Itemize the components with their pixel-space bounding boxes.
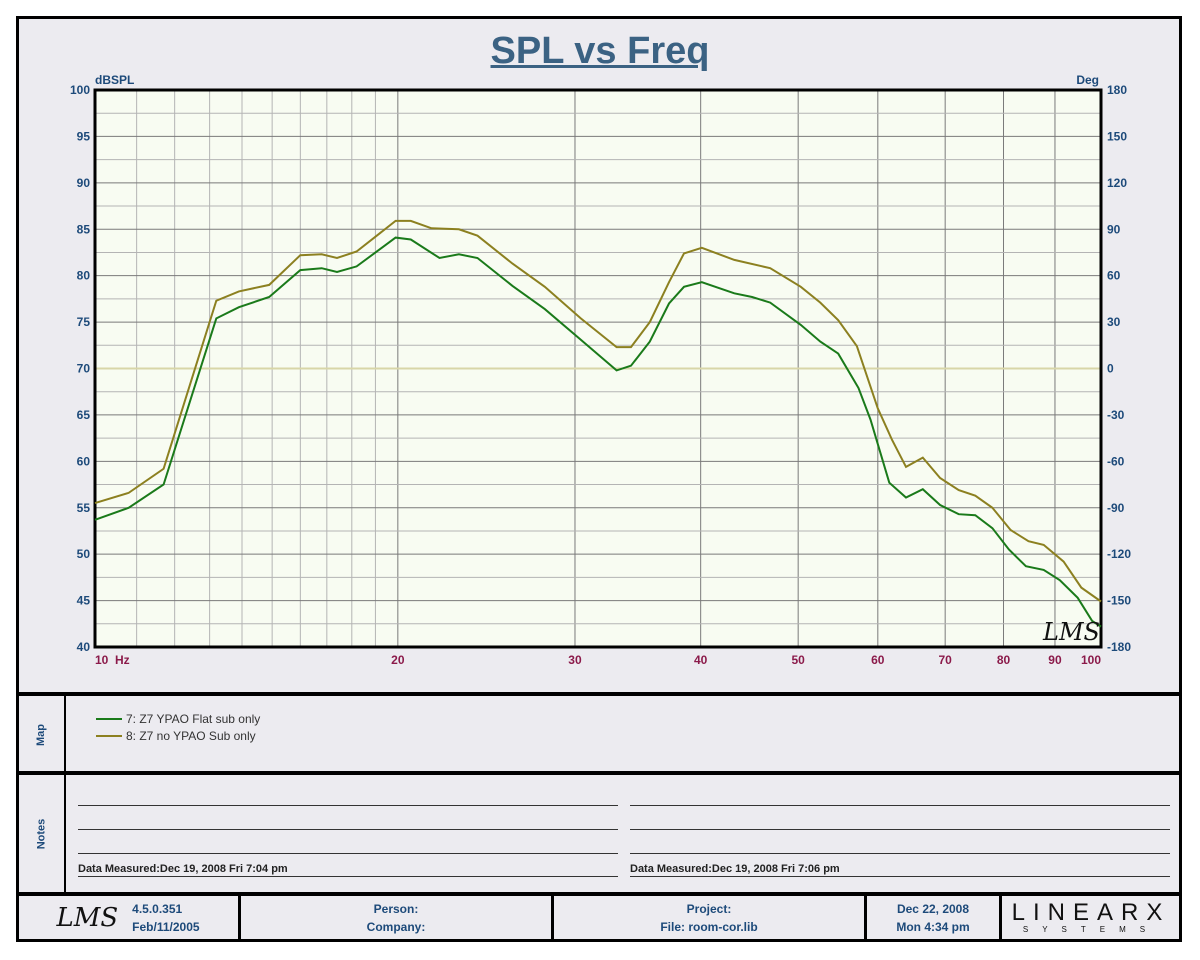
spl-chart: 1009590858075706560555045401801501209060… (70, 73, 1131, 667)
y2-tick-label: 0 (1107, 362, 1114, 376)
y-tick-label: 65 (77, 408, 91, 422)
legend-swatch-icon (96, 735, 122, 737)
y2-tick-label: 150 (1107, 129, 1127, 143)
y2-tick-label: 60 (1107, 269, 1121, 283)
lms-watermark: LMS (1042, 618, 1100, 646)
notes-panel: Notes Data Measured:Dec 19, 2008 Fri 7:0… (18, 771, 1180, 892)
y-tick-label: 75 (77, 315, 91, 329)
file-name: File: room-cor.lib (660, 920, 758, 934)
y2-tick-label: 90 (1107, 222, 1121, 236)
x-tick-label: 90 (1048, 653, 1062, 667)
series-line-1 (94, 236, 1102, 628)
x-tick-label: 10 (95, 653, 109, 667)
version-date: Feb/11/2005 (132, 920, 200, 934)
y2-tick-label: 30 (1107, 315, 1121, 329)
y-axis-label: dBSPL (95, 73, 134, 87)
plot-border (93, 88, 1103, 649)
footer: LMS 4.5.0.351 Feb/11/2005 Person: Company:… (18, 892, 1180, 940)
y-tick-label: 55 (77, 501, 91, 515)
y-tick-label: 60 (77, 454, 91, 468)
x-tick-label: 100 (1081, 653, 1101, 667)
chart-title: SPL vs Freq (490, 30, 710, 72)
y2-tick-label: -90 (1107, 501, 1125, 515)
y2-tick-label: 120 (1107, 176, 1127, 190)
y-tick-label: 100 (70, 83, 90, 97)
x-tick-label: 70 (938, 653, 952, 667)
x-tick-label: 50 (791, 653, 805, 667)
notes-label: Notes (18, 775, 66, 892)
y-tick-label: 80 (77, 269, 91, 283)
lms-logo: LMS (56, 903, 119, 933)
project-label: Project: (686, 902, 732, 916)
y-tick-label: 85 (77, 222, 91, 236)
y-tick-label: 70 (77, 362, 91, 376)
data-measured-left: Data Measured:Dec 19, 2008 Fri 7:04 pm (78, 863, 618, 877)
map-panel: Map 7: Z7 YPAO Flat sub only 8: Z7 no YP… (18, 692, 1180, 774)
y-tick-label: 40 (77, 640, 91, 654)
y2-tick-label: -180 (1107, 640, 1131, 654)
x-tick-label: 40 (694, 653, 708, 667)
x-tick-label: 80 (997, 653, 1011, 667)
y2-axis-label: Deg (1076, 73, 1099, 87)
legend-entry: 7: Z7 YPAO Flat sub only (96, 712, 260, 726)
y2-tick-label: -60 (1107, 454, 1125, 468)
report-time: Mon 4:34 pm (896, 920, 970, 934)
legend-entry: 8: Z7 no YPAO Sub only (96, 729, 256, 743)
y-tick-label: 95 (77, 129, 91, 143)
legend-swatch-icon (96, 718, 122, 720)
person-label: Person: (373, 902, 419, 916)
y2-tick-label: -120 (1107, 547, 1131, 561)
data-measured-right: Data Measured:Dec 19, 2008 Fri 7:06 pm (630, 863, 1170, 877)
linearx-logo: LINEARX SYSTEMS (1011, 899, 1171, 935)
y2-tick-label: -30 (1107, 408, 1125, 422)
company-label: Company: (366, 920, 426, 934)
y-tick-label: 45 (77, 594, 91, 608)
x-tick-label: 20 (391, 653, 405, 667)
x-tick-label: 30 (568, 653, 582, 667)
version: 4.5.0.351 (132, 902, 183, 916)
y-tick-label: 90 (77, 176, 91, 190)
x-tick-label: 60 (871, 653, 885, 667)
x-axis-label: Hz (115, 653, 130, 667)
report-date: Dec 22, 2008 (896, 902, 970, 916)
series-line-2 (94, 219, 1102, 603)
y2-tick-label: -150 (1107, 594, 1131, 608)
map-label: Map (18, 696, 66, 774)
y-tick-label: 50 (77, 547, 91, 561)
y2-tick-label: 180 (1107, 83, 1127, 97)
